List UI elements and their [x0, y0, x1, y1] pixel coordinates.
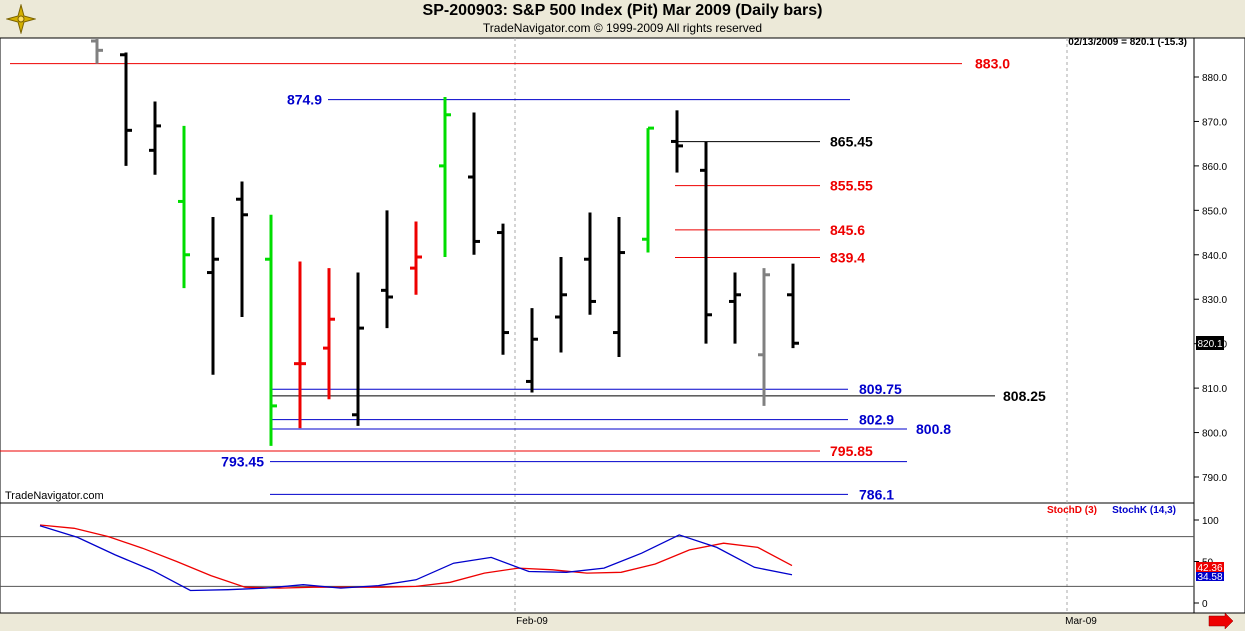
chart-title: SP-200903: S&P 500 Index (Pit) Mar 2009 …: [422, 2, 823, 19]
level-label: 809.75: [859, 381, 902, 397]
price-tick-label: 800.0: [1202, 429, 1227, 440]
x-axis-label: Feb-09: [516, 616, 548, 627]
stochastic-panel: [0, 502, 1195, 614]
last-price-tag: 820.1: [1196, 336, 1224, 350]
price-tick-label: 850.0: [1202, 206, 1227, 217]
price-axis: [1193, 37, 1245, 614]
price-bar: [584, 212, 596, 315]
level-label: 874.9: [287, 92, 322, 108]
level-label: 883.0: [975, 56, 1010, 72]
arrow-right-icon[interactable]: [1208, 612, 1234, 630]
level-label: 786.1: [859, 486, 894, 502]
price-bar: [207, 217, 219, 375]
price-bar: [91, 39, 103, 64]
level-label: 865.45: [830, 134, 873, 150]
copyright-text: TradeNavigator.com © 1999-2009 All right…: [482, 21, 763, 35]
price-bar: [671, 110, 683, 173]
price-tick-label: 870.0: [1202, 117, 1227, 128]
price-bar: [236, 181, 248, 317]
level-label: 800.8: [916, 421, 951, 437]
level-label: 839.4: [830, 249, 865, 265]
brand-watermark: TradeNavigator.com: [5, 490, 104, 502]
level-label: 795.85: [830, 443, 873, 459]
svg-text:34.58: 34.58: [1197, 572, 1222, 583]
price-bar: [381, 210, 393, 329]
price-bar: [120, 52, 132, 166]
price-bar: [265, 214, 277, 446]
stochd-legend: StochD (3): [1047, 505, 1097, 516]
price-bar: [758, 268, 770, 406]
price-bar: [178, 125, 190, 289]
stochd-value-tag: 42.36: [1196, 562, 1224, 574]
stoch-tick-label: 100: [1202, 516, 1219, 527]
stochk-legend: StochK (14,3): [1112, 505, 1176, 516]
level-label: 845.6: [830, 222, 865, 238]
price-bar: [729, 272, 741, 344]
price-bar: [294, 261, 306, 429]
price-tick-label: 810.0: [1202, 384, 1227, 395]
level-label: 802.9: [859, 412, 894, 428]
stochk-value-tag: 34.58: [1196, 572, 1224, 583]
price-bar: [555, 257, 567, 353]
price-tick-label: 860.0: [1202, 162, 1227, 173]
svg-text:820.1: 820.1: [1197, 339, 1222, 350]
title-bar: SP-200903: S&P 500 Index (Pit) Mar 2009 …: [0, 0, 1245, 38]
price-bar: [787, 263, 799, 349]
level-label: 808.25: [1003, 388, 1046, 404]
price-tick-label: 790.0: [1202, 473, 1227, 484]
price-bar: [323, 268, 335, 400]
price-tick-label: 830.0: [1202, 295, 1227, 306]
level-label: 855.55: [830, 178, 873, 194]
price-bar: [497, 223, 509, 355]
price-bar: [526, 308, 538, 393]
price-bar: [642, 126, 654, 253]
compass-rose-icon: [6, 4, 36, 34]
x-axis-label: Mar-09: [1065, 616, 1097, 627]
level-label: 793.45: [221, 454, 264, 470]
price-bar: [149, 101, 161, 175]
price-bar: [352, 272, 364, 426]
price-panel: [0, 37, 1195, 504]
price-readout: 02/13/2009 = 820.1 (-15.3): [1068, 37, 1187, 48]
price-bar: [613, 217, 625, 357]
price-bar: [700, 141, 712, 344]
price-bar: [410, 221, 422, 295]
price-tick-label: 880.0: [1202, 73, 1227, 84]
price-bar: [439, 97, 451, 257]
price-tick-label: 840.0: [1202, 251, 1227, 262]
svg-text:42.36: 42.36: [1197, 563, 1222, 574]
price-bar: [468, 112, 480, 255]
stoch-tick-label: 0: [1202, 599, 1208, 610]
stoch-series-line: [39, 524, 793, 589]
stoch-series-line: [39, 525, 793, 592]
